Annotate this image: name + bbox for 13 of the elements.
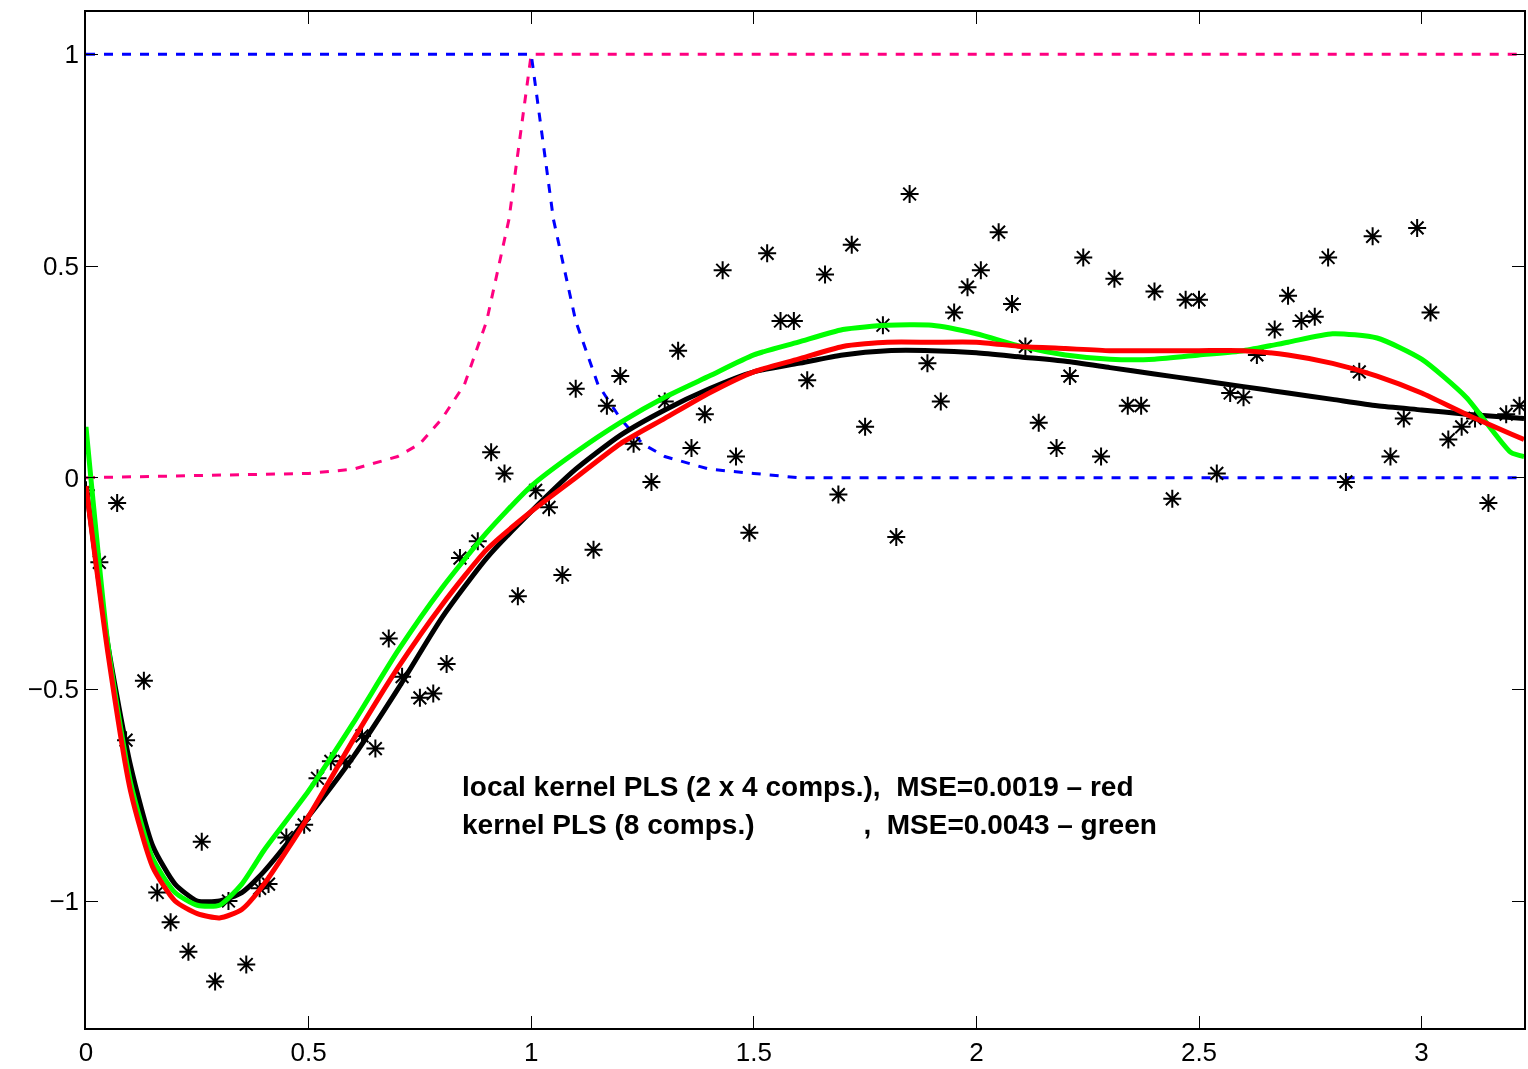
annotation: kernel PLS (8 comps.) , MSE=0.0043 – green — [462, 809, 1157, 840]
y-tick-label: −0.5 — [27, 674, 80, 705]
x-tick-label: 3 — [1414, 1036, 1429, 1067]
y-tick-label: 0 — [64, 462, 80, 493]
y-tick-label: −1 — [49, 886, 80, 917]
y-tick-label: 0.5 — [42, 251, 80, 282]
annotation: local kernel PLS (2 x 4 comps.), MSE=0.0019 – red — [462, 771, 1134, 802]
x-tick-label: 1 — [523, 1036, 539, 1067]
x-tick-label: 0.5 — [290, 1036, 327, 1067]
y-tick-label: 1 — [64, 39, 80, 70]
x-tick-label: 1.5 — [735, 1036, 772, 1067]
x-tick-label: 2 — [969, 1036, 984, 1067]
x-tick-label: 2.5 — [1180, 1036, 1218, 1067]
